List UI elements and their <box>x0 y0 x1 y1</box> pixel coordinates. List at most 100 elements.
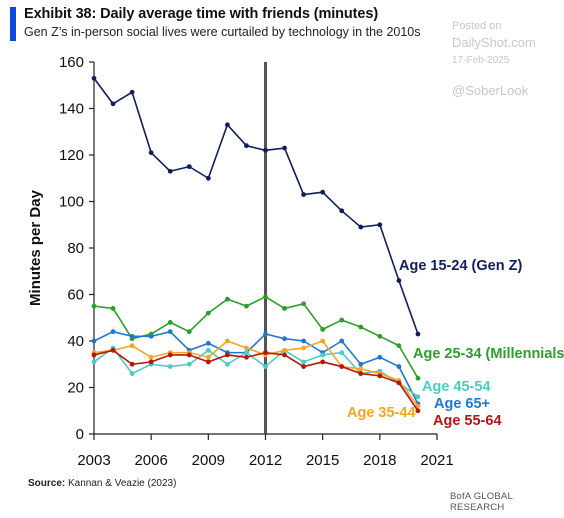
chart-subtitle: Gen Z’s in-person social lives were curt… <box>24 25 421 39</box>
data-point <box>415 394 421 400</box>
data-point <box>282 347 287 353</box>
data-point <box>263 364 268 369</box>
y-tick-label: 0 <box>76 426 84 443</box>
series-age-35-44 <box>91 338 421 409</box>
data-point <box>167 364 173 369</box>
series-age-55-64 <box>91 347 421 414</box>
chart-title: Exhibit 38: Daily average time with frie… <box>24 6 379 22</box>
series-age-65 <box>91 329 421 407</box>
data-point <box>339 317 345 323</box>
data-point <box>91 75 97 81</box>
data-point <box>205 340 211 346</box>
y-tick-label: 100 <box>59 194 84 211</box>
watermark-posted: Posted on <box>452 20 502 32</box>
data-point <box>148 150 154 156</box>
watermark-date: 17-Feb-2025 <box>452 55 510 66</box>
data-point <box>320 338 326 344</box>
data-point <box>415 408 421 414</box>
data-point <box>320 352 326 358</box>
y-tick-label: 140 <box>59 101 84 118</box>
data-point <box>263 147 268 153</box>
data-point <box>396 364 402 369</box>
data-point <box>186 164 192 170</box>
y-tick-label: 20 <box>67 380 84 397</box>
data-point <box>129 343 135 349</box>
data-point <box>301 301 307 307</box>
data-point <box>129 89 135 95</box>
data-point <box>339 208 345 214</box>
data-point <box>263 331 268 337</box>
data-point <box>224 352 230 358</box>
source-label: Source: <box>28 478 66 489</box>
data-point <box>110 306 116 311</box>
data-point <box>396 343 402 349</box>
data-point <box>282 352 287 358</box>
series-label: Age 35-44 <box>347 405 416 421</box>
data-point <box>320 326 326 332</box>
data-point <box>110 101 116 107</box>
data-point <box>244 345 249 351</box>
series-age-25-34-millennials <box>91 294 421 381</box>
data-point <box>110 329 116 335</box>
data-point <box>301 338 307 344</box>
title-accent-bar <box>10 7 16 41</box>
data-point <box>377 333 383 339</box>
data-point <box>244 350 249 356</box>
y-tick-label: 60 <box>67 287 84 304</box>
series-line <box>93 296 419 379</box>
x-tick-label: 2018 <box>363 452 396 469</box>
series-label: Age 25-34 (Millennials) <box>413 346 564 362</box>
data-point <box>263 350 268 356</box>
series-label: Age 65+ <box>434 396 490 412</box>
data-point <box>148 359 154 365</box>
data-point <box>358 366 364 372</box>
x-tick-label: 2012 <box>249 452 282 469</box>
y-tick-label: 80 <box>67 240 84 257</box>
x-tick-label: 2006 <box>134 452 167 469</box>
data-point <box>224 338 230 344</box>
data-point <box>244 303 249 309</box>
y-axis-label: Minutes per Day <box>27 189 44 306</box>
series-age-45-54 <box>91 345 421 400</box>
data-point <box>91 303 97 309</box>
y-tick-label: 160 <box>59 54 84 71</box>
data-point <box>91 359 97 365</box>
data-point <box>282 306 287 311</box>
data-point <box>244 143 249 149</box>
data-point <box>358 371 364 376</box>
data-point <box>167 329 173 335</box>
data-point <box>301 359 307 365</box>
data-point <box>91 338 97 344</box>
data-point <box>263 294 268 300</box>
data-point <box>415 403 421 409</box>
data-point <box>186 352 192 358</box>
series-labels: Age 15-24 (Gen Z) Age 25-34 (Millennials)… <box>347 258 564 429</box>
x-tick-label: 2021 <box>420 452 453 469</box>
data-point <box>186 329 192 335</box>
data-point <box>339 338 345 344</box>
series-line <box>93 349 419 412</box>
series-label: Age 15-24 (Gen Z) <box>399 258 522 274</box>
watermark-site: DailyShot.com <box>452 35 536 50</box>
data-point <box>167 352 173 358</box>
data-point <box>205 310 211 316</box>
data-point <box>129 371 135 376</box>
source-note: Source: Kannan & Veazie (2023) <box>28 478 176 489</box>
data-point <box>148 333 154 339</box>
data-point <box>129 333 135 339</box>
data-point <box>339 364 345 369</box>
data-point <box>205 359 211 365</box>
data-point <box>224 122 230 128</box>
data-point <box>301 364 307 369</box>
series-line <box>93 330 419 405</box>
y-tick-label: 40 <box>67 333 84 350</box>
watermark-handle: @SoberLook <box>452 83 529 98</box>
data-point <box>244 354 249 360</box>
data-point <box>282 336 287 342</box>
data-point <box>339 350 345 356</box>
data-point <box>320 189 326 195</box>
credit: BofA GLOBAL RESEARCH <box>450 491 513 513</box>
data-point <box>205 347 211 353</box>
series-layer <box>91 75 421 414</box>
data-point <box>205 354 211 360</box>
